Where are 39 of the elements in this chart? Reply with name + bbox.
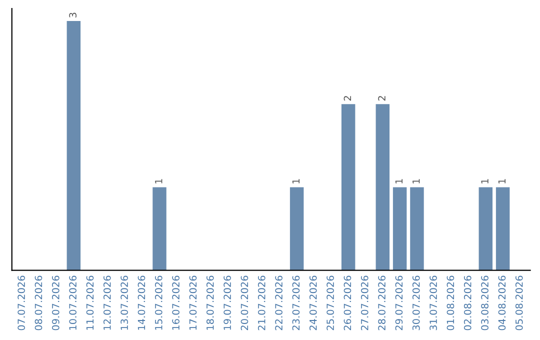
x-tick-label: 30.07.2026	[412, 276, 420, 330]
x-tick-label: 12.07.2026	[103, 276, 111, 330]
x-tick-label: 23.07.2026	[292, 276, 300, 330]
x-tick-label: 02.08.2026	[464, 276, 472, 330]
x-tick-label: 17.07.2026	[189, 276, 197, 330]
x-tick-label: 11.07.2026	[86, 276, 94, 330]
x-tick-label: 01.08.2026	[446, 276, 454, 330]
data-label: 1	[155, 179, 162, 184]
x-tick-label: 18.07.2026	[206, 276, 214, 330]
x-tick-label: 15.07.2026	[154, 276, 162, 330]
x-tick-label: 10.07.2026	[69, 276, 76, 330]
x-tick-label: 29.07.2026	[395, 276, 403, 330]
x-tick-label: 22.07.2026	[275, 276, 282, 330]
data-label: 1	[412, 179, 420, 184]
x-tick-label: 24.07.2026	[309, 276, 317, 330]
x-tick-label: 21.07.2026	[258, 276, 266, 330]
x-tick-label: 14.07.2026	[138, 276, 146, 330]
x-tick-label: 27.07.2026	[360, 276, 368, 330]
data-label: 1	[395, 179, 403, 184]
x-tick-label: 07.07.2026	[18, 276, 25, 330]
x-tick-label: 28.07.2026	[378, 276, 386, 330]
data-label: 2	[344, 96, 352, 101]
data-label: 1	[481, 179, 488, 184]
x-tick-label: 19.07.2026	[224, 276, 231, 330]
x-tick-label: 26.07.2026	[344, 276, 352, 330]
x-tick-label: 25.07.2026	[326, 276, 334, 330]
x-tick-label: 05.08.2026	[515, 276, 523, 330]
x-tick-label: 08.07.2026	[34, 276, 42, 330]
data-label: 2	[378, 96, 386, 101]
data-label: 1	[498, 179, 506, 184]
x-tick-label: 16.07.2026	[172, 276, 180, 330]
x-tick-label: 20.07.2026	[240, 276, 248, 330]
x-tick-label: 09.07.2026	[52, 276, 60, 330]
x-tick-label: 04.08.2026	[498, 276, 506, 330]
x-tick-label: 13.07.2026	[120, 276, 128, 330]
data-label: 1	[292, 179, 300, 184]
data-label: 3	[69, 12, 76, 18]
x-tick-label: 31.07.2026	[430, 276, 437, 330]
x-tick-label: 03.08.2026	[481, 276, 488, 330]
